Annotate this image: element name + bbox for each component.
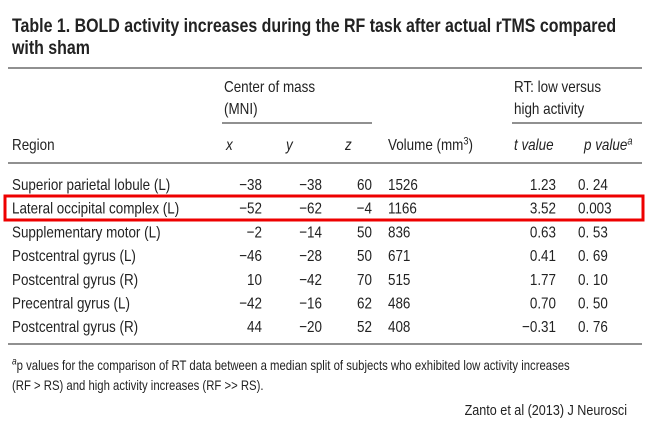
- cell: 10: [247, 272, 262, 289]
- cell: 62: [357, 296, 372, 313]
- column-header: p valuea: [583, 135, 633, 154]
- cell: 1166: [388, 201, 417, 218]
- group-header: Center of mass: [224, 79, 315, 96]
- footnote: ap values for the comparison of RT data …: [12, 356, 570, 373]
- cell: −14: [299, 224, 322, 241]
- cell: 0.41: [530, 248, 556, 265]
- cell: −52: [239, 201, 262, 218]
- cell: 50: [357, 224, 372, 241]
- cell: −38: [239, 177, 262, 194]
- citation: Zanto et al (2013) J Neurosci: [465, 401, 627, 418]
- cell: 50: [357, 248, 372, 265]
- column-header: Volume (mm3): [388, 135, 473, 154]
- column-header: z: [344, 137, 352, 154]
- cell: −16: [299, 296, 322, 313]
- cell: 515: [388, 272, 410, 289]
- text-layer: Table 1. BOLD activity increases during …: [11, 15, 633, 419]
- row-label: Postcentral gyrus (R): [12, 319, 138, 336]
- cell: 0. 53: [578, 224, 608, 241]
- cell: −20: [299, 319, 322, 336]
- cell: 3.52: [530, 201, 556, 218]
- column-header: t value: [514, 137, 554, 154]
- footnote: (RF > RS) and high activity increases (R…: [12, 378, 263, 393]
- cell: 0. 69: [578, 248, 608, 265]
- column-header: t value: [514, 137, 554, 154]
- cell: 408: [388, 319, 410, 336]
- row-label: Postcentral gyrus (R): [12, 272, 138, 289]
- column-header: Region: [12, 137, 55, 154]
- row-label: Precentral gyrus (L): [12, 296, 130, 313]
- cell: 44: [247, 319, 262, 336]
- footnote: p values for the comparison of RT data b…: [17, 358, 570, 373]
- column-header: y: [285, 137, 294, 154]
- row-label: Postcentral gyrus (L): [12, 248, 136, 265]
- group-header: high activity: [514, 101, 585, 118]
- cell: 0.70: [530, 296, 556, 313]
- column-header: p value: [583, 137, 627, 154]
- cell: 0.63: [530, 224, 556, 241]
- highlight-box: [3, 194, 645, 222]
- cell: 52: [357, 319, 372, 336]
- cell: 0. 76: [578, 319, 608, 336]
- cell: −28: [299, 248, 322, 265]
- superscript: a: [627, 135, 632, 147]
- cell: 1.23: [530, 177, 556, 194]
- superscript: 3: [463, 135, 468, 147]
- cell: 671: [388, 248, 410, 265]
- cell: −42: [299, 272, 322, 289]
- cell: 0.003: [578, 201, 612, 218]
- cell: −46: [239, 248, 262, 265]
- cell: 60: [357, 177, 372, 194]
- cell: 70: [357, 272, 372, 289]
- cell: −62: [299, 201, 322, 218]
- cell: 0. 50: [578, 296, 608, 313]
- cell: −0.31: [522, 319, 556, 336]
- cell: 0. 24: [578, 177, 608, 194]
- cell: 836: [388, 224, 410, 241]
- row-label: Lateral occipital complex (L): [12, 201, 179, 218]
- cell: 0. 10: [578, 272, 608, 289]
- cell: 1526: [388, 177, 418, 194]
- group-header: (MNI): [224, 101, 258, 118]
- column-header: x: [225, 137, 233, 154]
- row-label: Superior parietal lobule (L): [12, 177, 170, 194]
- cell: −2: [247, 224, 262, 241]
- cell: −38: [299, 177, 322, 194]
- footnote-mark: a: [12, 356, 17, 367]
- cell: −42: [239, 296, 262, 313]
- cell: −4: [357, 201, 372, 218]
- title: Table 1. BOLD activity increases during …: [11, 15, 616, 59]
- group-header: RT: low versus: [514, 79, 601, 96]
- column-header: ): [469, 137, 473, 154]
- cell: 486: [388, 296, 410, 313]
- row-label: Supplementary motor (L): [12, 224, 161, 241]
- cell: 1.77: [530, 272, 556, 289]
